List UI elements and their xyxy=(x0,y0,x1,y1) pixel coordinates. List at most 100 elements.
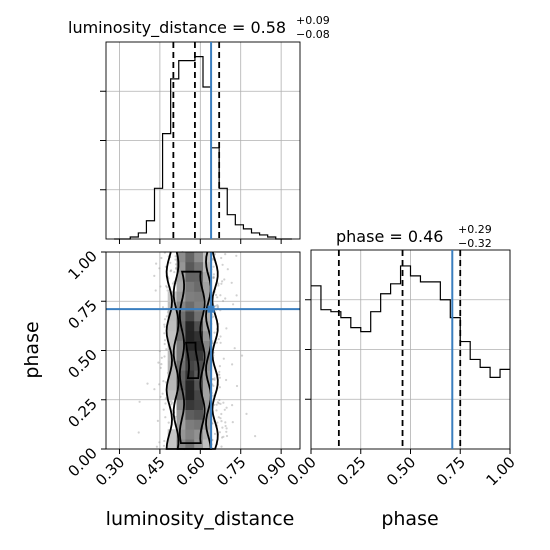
scatter-point xyxy=(160,256,163,260)
scatter-point xyxy=(222,357,225,360)
density-cell xyxy=(203,389,213,401)
density-cell xyxy=(176,429,186,440)
density-truth-marker xyxy=(207,305,215,313)
scatter-point xyxy=(219,341,222,344)
scatter-point xyxy=(225,406,228,409)
scatter-point xyxy=(173,271,176,274)
density-cell xyxy=(203,360,213,371)
scatter-point xyxy=(165,286,169,289)
scatter-point xyxy=(159,395,162,398)
scatter-point xyxy=(164,402,167,405)
scatter-point xyxy=(216,304,219,307)
scatter-point xyxy=(155,445,158,448)
scatter-point xyxy=(233,347,236,350)
scatter-point xyxy=(146,382,149,385)
scatter-point xyxy=(215,403,218,406)
scatter-point xyxy=(216,296,219,299)
scatter-point xyxy=(211,258,214,261)
density-cell xyxy=(185,321,195,332)
density-y-ticks: 0.000.250.500.751.00 xyxy=(64,247,106,480)
scatter-point xyxy=(226,268,229,271)
density-y-tick-label: 0.50 xyxy=(64,346,100,382)
scatter-point xyxy=(224,421,227,424)
scatter-point xyxy=(218,431,221,434)
scatter-point xyxy=(217,402,220,405)
density-cell xyxy=(167,321,177,332)
scatter-point xyxy=(212,276,215,279)
scatter-point xyxy=(170,269,173,272)
density-cell xyxy=(203,380,213,391)
scatter-point xyxy=(221,263,224,266)
scatter-point xyxy=(235,294,238,297)
density-cell xyxy=(203,252,213,263)
density-cell xyxy=(176,330,186,341)
scatter-point xyxy=(213,377,216,380)
density-cell xyxy=(167,380,177,391)
scatter-point xyxy=(219,294,222,297)
scatter-point xyxy=(216,401,219,404)
scatter-point xyxy=(211,341,214,345)
density-x-ticks: 0.30 0.45 0.60 0.75 0.90 xyxy=(92,449,290,489)
density-cell xyxy=(176,350,186,361)
density-cell xyxy=(185,281,195,292)
density-cell xyxy=(167,340,177,351)
density-cell xyxy=(176,439,186,450)
density-cell xyxy=(194,340,204,351)
hist1-title-param: luminosity_distance xyxy=(68,18,227,38)
scatter-point xyxy=(154,289,157,292)
scatter-point xyxy=(225,327,228,330)
density-cell xyxy=(167,389,177,401)
hist2-title-plus: +0.29 xyxy=(458,223,492,236)
scatter-point xyxy=(214,305,217,308)
scatter-point xyxy=(163,318,167,321)
density-cell xyxy=(194,409,204,420)
scatter-point xyxy=(167,421,170,424)
density-cell xyxy=(194,389,204,401)
density-cell xyxy=(194,321,204,332)
density-cell xyxy=(185,380,195,391)
density-cell xyxy=(203,419,213,430)
scatter-point xyxy=(162,444,166,447)
density-cell xyxy=(176,409,186,420)
scatter-point xyxy=(231,363,234,366)
scatter-point xyxy=(213,378,216,381)
scatter-point xyxy=(235,384,239,388)
density-contour-line xyxy=(178,270,206,444)
hist2-quantile-lines xyxy=(337,250,462,449)
density-cell xyxy=(194,419,204,430)
density-x-axis-label: luminosity_distance xyxy=(106,508,295,530)
scatter-point xyxy=(221,280,224,283)
density-cell xyxy=(203,439,213,450)
density-cell xyxy=(185,271,195,282)
density-cell xyxy=(203,261,213,273)
scatter-point xyxy=(165,285,168,288)
scatter-point xyxy=(158,441,161,444)
hist2-step-line xyxy=(311,265,510,378)
hist1-grid xyxy=(106,42,300,239)
density-y-axis-label: phase xyxy=(21,321,43,378)
scatter-point xyxy=(169,270,172,273)
scatter-point xyxy=(169,400,172,403)
scatter-point xyxy=(169,261,172,264)
scatter-point xyxy=(174,255,177,258)
panel-phase-hist: 0.00 0.25 0.50 0.75 1.00 phase = 0.46 +0.29 … xyxy=(283,223,518,530)
scatter-point xyxy=(218,373,221,376)
scatter-point xyxy=(161,392,164,395)
scatter-point xyxy=(221,426,224,429)
scatter-point xyxy=(220,445,223,448)
scatter-point xyxy=(161,306,165,309)
scatter-point xyxy=(219,335,222,338)
scatter-point xyxy=(164,416,167,419)
density-cell xyxy=(194,291,204,302)
scatter-point xyxy=(220,256,223,260)
density-cell xyxy=(176,370,186,381)
scatter-point xyxy=(221,436,224,439)
hist2-title: phase = 0.46 xyxy=(336,227,443,246)
density-cell xyxy=(176,389,186,401)
hist2-title-minus: −0.32 xyxy=(458,237,492,250)
density-cell xyxy=(176,252,186,263)
density-cell xyxy=(185,340,195,351)
scatter-point xyxy=(171,401,174,404)
scatter-point xyxy=(223,408,226,411)
